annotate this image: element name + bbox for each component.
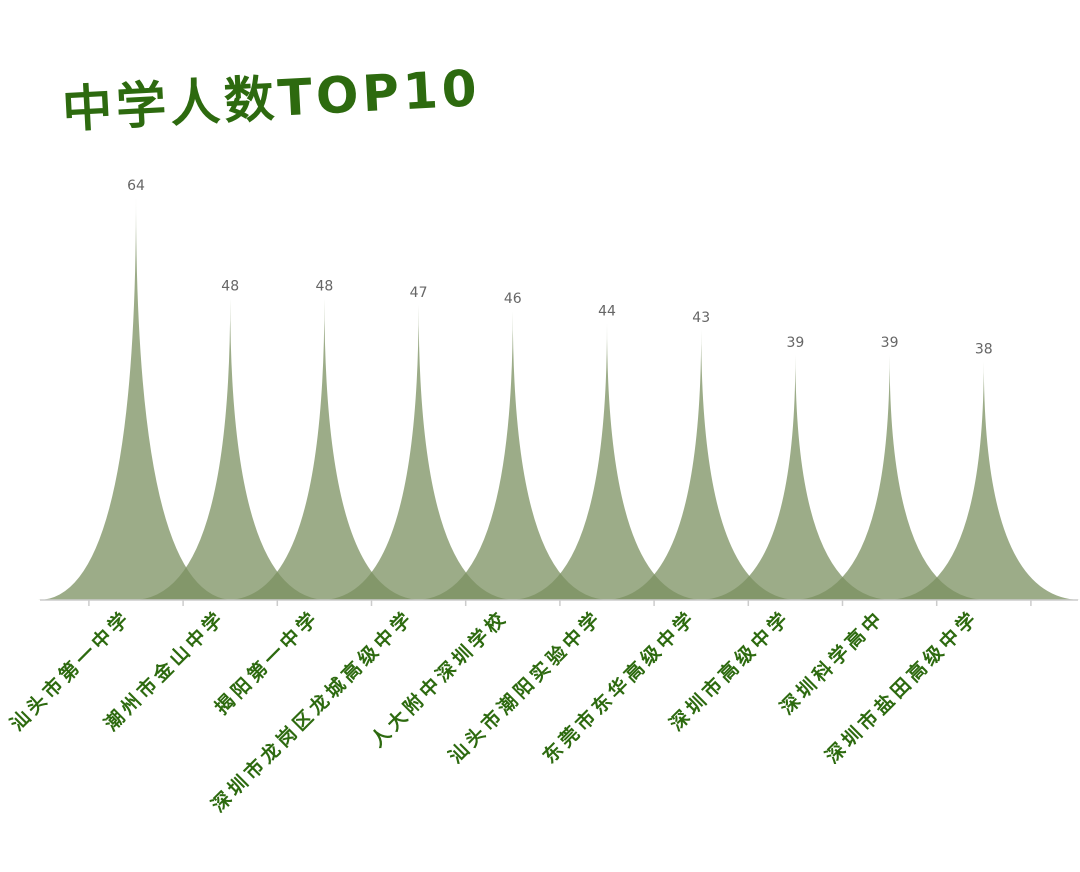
spike-bar[interactable] — [885, 361, 1080, 600]
spike-bar[interactable] — [697, 355, 894, 600]
category-label: 汕头市潮阳实验中学 — [444, 605, 607, 768]
spike-bar[interactable] — [791, 355, 988, 600]
spike-bar[interactable] — [509, 323, 705, 600]
spike-bar[interactable] — [414, 311, 611, 600]
spike-series — [38, 198, 1080, 600]
category-label: 深圳市盐田高级中学 — [821, 605, 984, 768]
spike-bar[interactable] — [226, 298, 423, 601]
value-label: 39 — [786, 335, 804, 351]
category-label: 东莞市东华高级中学 — [538, 605, 701, 768]
value-label: 48 — [315, 279, 333, 295]
spike-bar[interactable] — [320, 304, 517, 600]
value-label: 44 — [598, 304, 616, 320]
value-label: 47 — [410, 285, 428, 301]
value-label: 43 — [692, 310, 710, 326]
value-label: 38 — [975, 341, 993, 357]
category-labels: 汕头市第一中学潮州市金山中学揭阳第一中学深圳市龙岗区龙城高级中学人大附中深圳学校… — [5, 605, 983, 816]
spike-bar[interactable] — [132, 298, 329, 601]
spike-bar[interactable] — [38, 198, 234, 600]
category-label: 深圳市龙岗区龙城高级中学 — [207, 605, 418, 816]
value-label: 48 — [221, 279, 239, 295]
value-label: 39 — [881, 335, 899, 351]
value-label: 46 — [504, 291, 522, 307]
value-label: 64 — [127, 178, 145, 194]
x-axis-ticks — [88, 600, 1032, 606]
spike-bar[interactable] — [603, 329, 800, 600]
value-labels: 64 48 48 47 46 44 43 39 39 38 — [127, 178, 993, 357]
